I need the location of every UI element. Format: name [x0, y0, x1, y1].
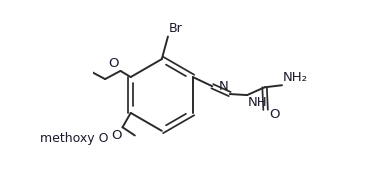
Text: methoxy O: methoxy O — [40, 132, 108, 145]
Text: N: N — [219, 80, 229, 93]
Text: O: O — [111, 129, 121, 142]
Text: O: O — [108, 57, 119, 70]
Text: NH₂: NH₂ — [283, 71, 308, 84]
Text: Br: Br — [169, 22, 183, 35]
Text: NH: NH — [248, 96, 267, 109]
Text: O: O — [269, 108, 280, 121]
